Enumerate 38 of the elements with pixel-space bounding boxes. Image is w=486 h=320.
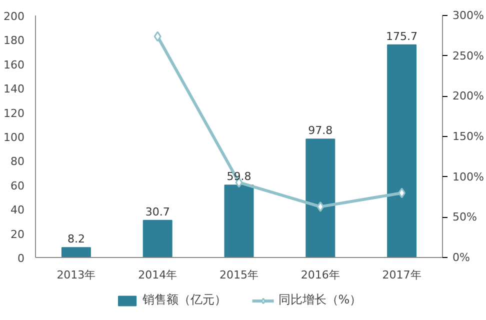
y-tick-label: 60	[10, 179, 25, 192]
y-tick-label: 160	[4, 58, 25, 72]
y-tick-label: 180	[4, 34, 25, 48]
x-tick-label: 2016年	[300, 268, 340, 282]
y2-tick-label: 0%	[452, 251, 470, 264]
x-tick-label: 2013年	[56, 268, 96, 282]
legend-label: 同比增长（%）	[278, 292, 362, 308]
x-tick-label: 2015年	[220, 268, 259, 282]
point	[154, 31, 162, 42]
y2-tick-label: 300%	[452, 9, 484, 22]
x-tick-label: 2014年	[138, 268, 178, 282]
y2-tick-label: 150%	[452, 130, 484, 143]
y-tick-label: 20	[10, 228, 25, 241]
y-tick-label: 200	[4, 10, 25, 23]
x-tick-label: 2017年	[382, 268, 422, 282]
y-tick-label: 40	[10, 204, 25, 217]
y2-tick-label: 250%	[452, 49, 484, 62]
point	[316, 201, 324, 212]
y2-tick-label: 200%	[452, 90, 484, 103]
legend-label: 销售额（亿元）	[142, 292, 226, 308]
point	[398, 188, 406, 198]
y-tick-label: 140	[4, 82, 25, 96]
y-tick-label: 100	[4, 131, 25, 144]
y2-tick-label: 100%	[452, 170, 484, 184]
y2-tick-label: 50%	[452, 210, 477, 224]
y-tick-label: 120	[4, 106, 25, 120]
data-label: 30.7	[145, 205, 170, 218]
data-label: 59.8	[226, 170, 252, 184]
bar	[306, 138, 336, 258]
data-label: 8.2	[67, 232, 85, 246]
data-label: 175.7	[386, 30, 418, 43]
bar	[224, 184, 254, 258]
data-label: 97.8	[308, 124, 333, 138]
bar	[387, 44, 417, 258]
bar	[61, 247, 91, 258]
y-tick-label: 0	[18, 252, 24, 265]
y-tick-label: 80	[10, 155, 25, 168]
bar	[142, 220, 172, 258]
